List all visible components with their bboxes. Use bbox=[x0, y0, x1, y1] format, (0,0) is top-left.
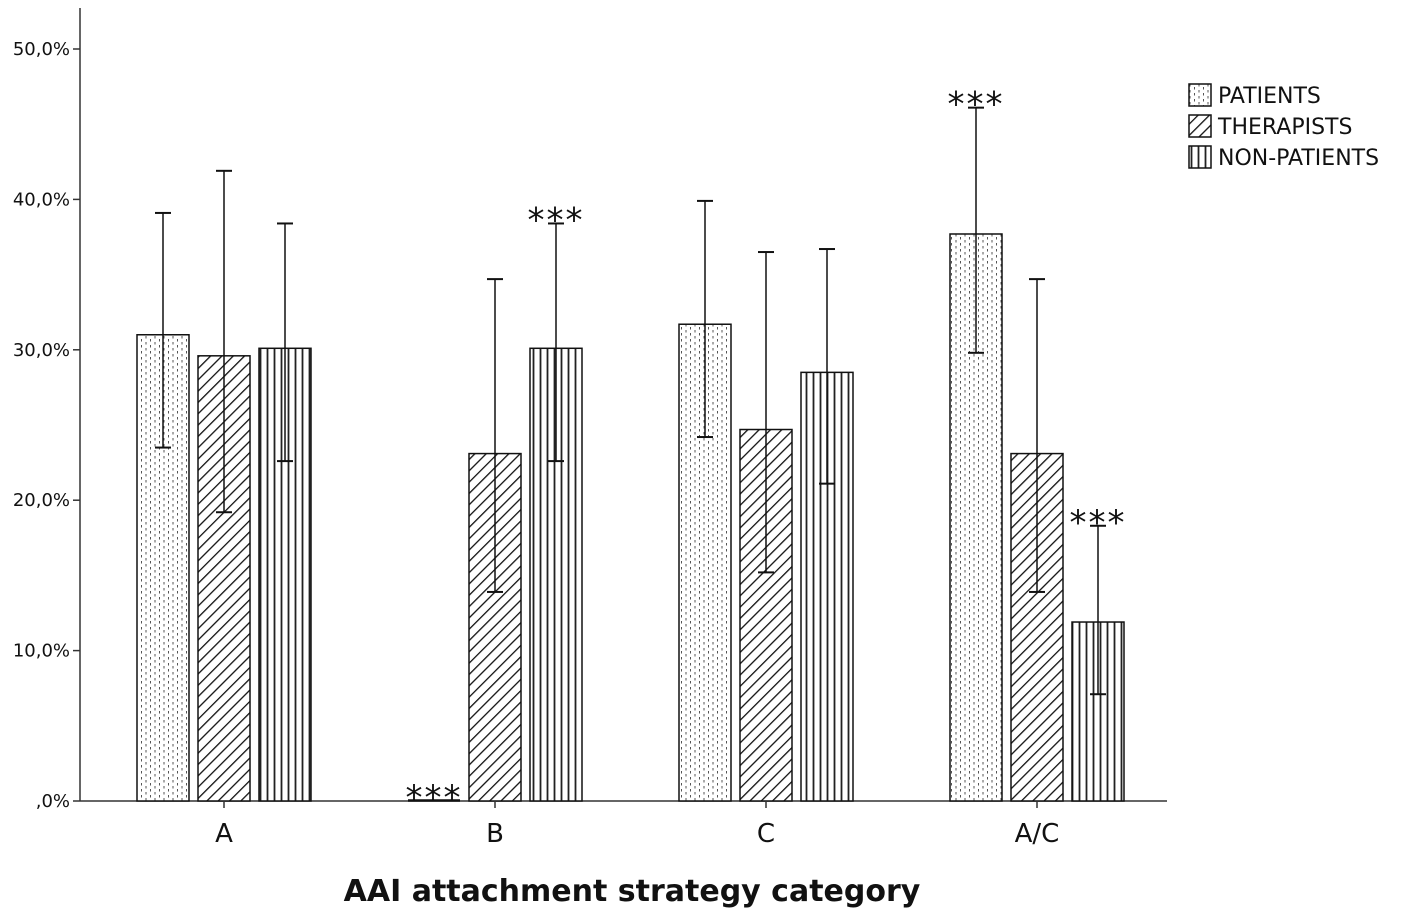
legend-item-patients: PATIENTS bbox=[1188, 83, 1321, 109]
x-axis-title: AAI attachment strategy category bbox=[344, 874, 921, 909]
error-bar-therapists-a bbox=[216, 169, 232, 514]
y-ticks: ,0% 10,0% 20,0% 30,0% 40,0% 50,0% bbox=[13, 39, 80, 812]
category-labels: A B C A/C bbox=[215, 801, 1059, 849]
error-bar-non-patients-c bbox=[819, 248, 835, 485]
y-tick-label: 40,0% bbox=[13, 189, 70, 210]
legend-label: NON-PATIENTS bbox=[1218, 146, 1379, 171]
y-tick-label: 10,0% bbox=[13, 641, 70, 662]
legend-label: THERAPISTS bbox=[1217, 115, 1352, 140]
significance-marker: *** bbox=[406, 778, 463, 818]
error-bar-patients-c bbox=[697, 199, 713, 439]
legend-item-therapists: THERAPISTS bbox=[1188, 114, 1352, 140]
error-bar-therapists-c bbox=[758, 251, 774, 574]
legend-label: PATIENTS bbox=[1218, 84, 1321, 109]
category-label: C bbox=[757, 819, 775, 849]
y-tick-label: 20,0% bbox=[13, 490, 70, 511]
significance-annotations: *** *** *** *** bbox=[406, 85, 1127, 818]
legend: PATIENTS THERAPISTS NON-PATIENTS bbox=[1188, 83, 1379, 171]
error-bar-non-patients-ac bbox=[1090, 524, 1106, 696]
y-tick-label: 30,0% bbox=[13, 340, 70, 361]
legend-swatch bbox=[1188, 114, 1212, 138]
category-label: B bbox=[486, 819, 504, 849]
significance-marker: *** bbox=[948, 85, 1005, 125]
error-bar-non-patients-b bbox=[548, 222, 564, 463]
legend-swatch bbox=[1188, 83, 1212, 107]
category-label: A bbox=[215, 819, 233, 849]
significance-marker: *** bbox=[1070, 503, 1127, 543]
significance-marker: *** bbox=[528, 200, 585, 240]
error-bar-therapists-b bbox=[487, 278, 503, 593]
error-bar-therapists-ac bbox=[1029, 278, 1045, 593]
y-tick-label: ,0% bbox=[36, 791, 70, 812]
error-bar-non-patients-a bbox=[277, 222, 293, 463]
legend-item-non-patients: NON-PATIENTS bbox=[1188, 145, 1379, 171]
error-bar-patients-ac bbox=[968, 106, 984, 354]
legend-swatch bbox=[1188, 145, 1212, 169]
y-tick-label: 50,0% bbox=[13, 39, 70, 60]
error-bar-patients-a bbox=[155, 211, 171, 449]
category-label: A/C bbox=[1015, 819, 1060, 849]
error-bars bbox=[155, 106, 1106, 696]
